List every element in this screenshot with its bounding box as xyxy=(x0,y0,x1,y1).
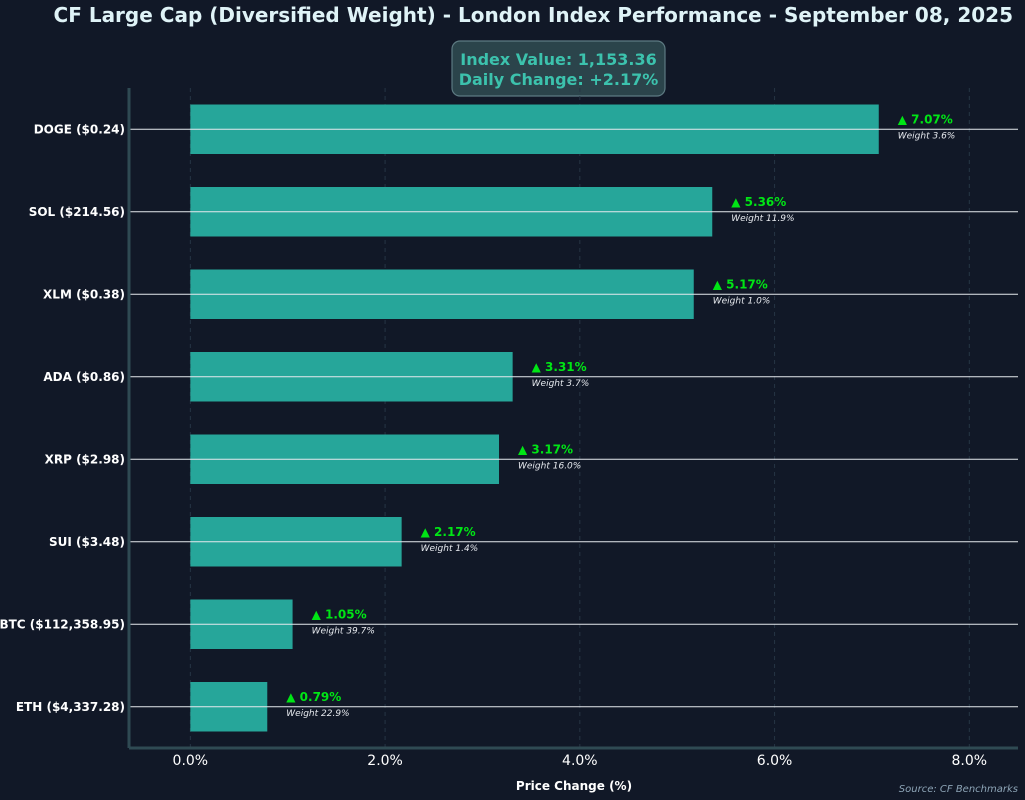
value-label: ▲ 3.17% xyxy=(518,442,573,456)
value-label: ▲ 1.05% xyxy=(312,607,367,621)
index-value-text: Index Value: 1,153.36 xyxy=(460,50,657,69)
category-label: XRP ($2.98) xyxy=(45,452,125,466)
bar-labels: DOGE ($0.24) ▲ 7.07% Weight 3.6% SOL ($214.… xyxy=(0,112,955,719)
weight-label: Weight 3.6% xyxy=(898,131,956,141)
weight-label: Weight 1.0% xyxy=(713,296,771,306)
weight-label: Weight 39.7% xyxy=(312,626,375,636)
weight-label: Weight 16.0% xyxy=(518,461,581,471)
info-box-background xyxy=(451,40,666,97)
x-tick-label: 2.0% xyxy=(367,753,403,769)
value-label: ▲ 0.79% xyxy=(286,690,341,704)
chart-title: CF Large Cap (Diversified Weight) - Lond… xyxy=(54,3,1013,27)
weight-label: Weight 3.7% xyxy=(532,379,590,389)
category-label: SUI ($3.48) xyxy=(49,535,125,549)
category-label: SOL ($214.56) xyxy=(29,205,125,219)
daily-change-text: Daily Change: +2.17% xyxy=(459,70,659,89)
x-tick-label: 4.0% xyxy=(562,753,598,769)
x-tick-label: 6.0% xyxy=(757,753,793,769)
weight-label: Weight 22.9% xyxy=(286,709,349,719)
info-box: Index Value: 1,153.36 Daily Change: +2.1… xyxy=(451,40,666,97)
source-note: Source: CF Benchmarks xyxy=(899,784,1018,795)
category-label: XLM ($0.38) xyxy=(43,287,125,301)
x-axis-label: Price Change (%) xyxy=(516,779,632,793)
value-label: ▲ 3.31% xyxy=(532,360,587,374)
category-label: BTC ($112,358.95) xyxy=(0,617,125,631)
x-tick-label: 0.0% xyxy=(173,753,209,769)
value-label: ▲ 5.17% xyxy=(713,277,768,291)
grid xyxy=(189,88,970,748)
category-label: DOGE ($0.24) xyxy=(34,122,125,136)
axes: 0.0% 2.0% 4.0% 6.0% 8.0% xyxy=(127,88,1018,769)
category-lines xyxy=(129,128,1018,708)
value-label: ▲ 5.36% xyxy=(731,195,786,209)
category-label: ETH ($4,337.28) xyxy=(16,700,125,714)
x-tick-label: 8.0% xyxy=(952,753,988,769)
value-label: ▲ 2.17% xyxy=(421,525,476,539)
category-label: ADA ($0.86) xyxy=(43,370,125,384)
value-label: ▲ 7.07% xyxy=(898,112,953,126)
weight-label: Weight 1.4% xyxy=(421,544,479,554)
weight-label: Weight 11.9% xyxy=(731,214,794,224)
